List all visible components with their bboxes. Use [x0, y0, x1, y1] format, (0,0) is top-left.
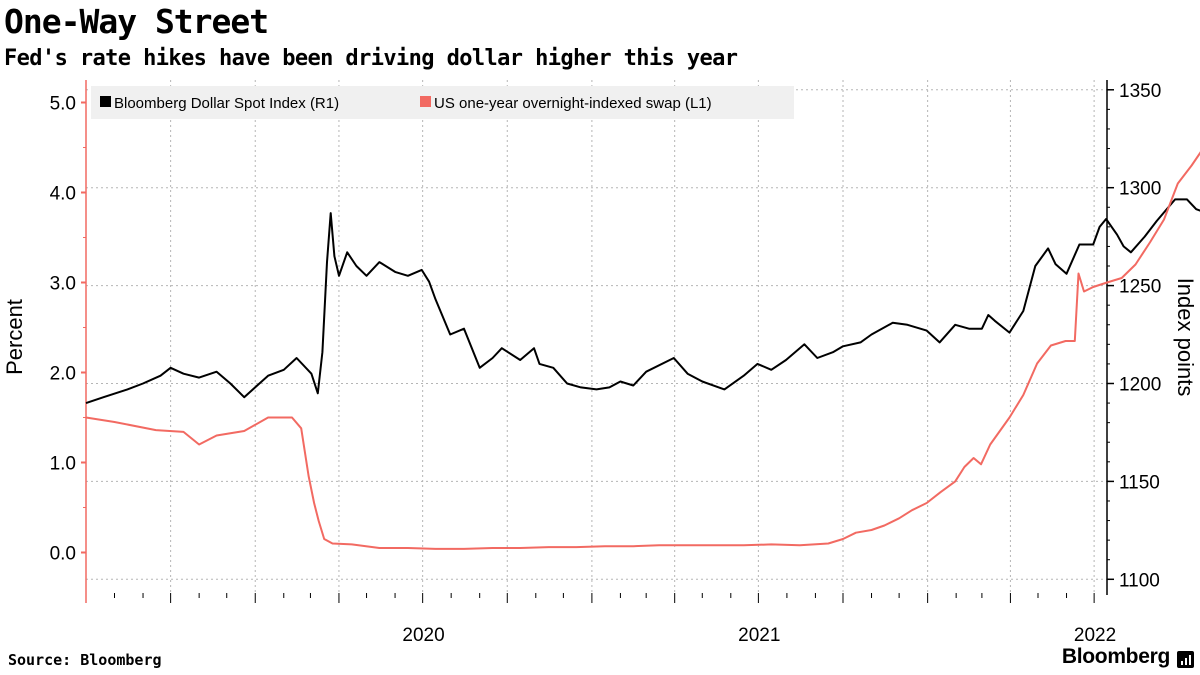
legend-box	[91, 86, 794, 119]
x-axis-tick-label: 2020	[402, 625, 444, 646]
x-axis-tick-label: 2021	[738, 625, 780, 646]
left-axis-tick-label: 0.0	[50, 544, 76, 565]
dollar-index-series-line	[85, 198, 1200, 405]
right-axis-tick-label: 1150	[1119, 472, 1160, 493]
legend-swatch	[100, 96, 111, 107]
left-axis-tick-label: 5.0	[50, 94, 76, 115]
brand-logo-text: Bloomberg	[1061, 645, 1170, 668]
left-axis-tick-label: 1.0	[50, 454, 76, 475]
left-axis-tick-label: 2.0	[50, 364, 76, 385]
bloomberg-terminal-icon	[1177, 651, 1194, 668]
left-axis-tick-label: 3.0	[50, 274, 76, 295]
legend-swatch	[420, 96, 431, 107]
right-axis-tick-label: 1350	[1119, 81, 1161, 102]
chart-title: One-Way Street	[4, 2, 269, 41]
right-axis-tick-label: 1300	[1119, 179, 1161, 200]
source-note: Source: Bloomberg	[8, 651, 162, 669]
right-axis-tick-label: 1200	[1119, 374, 1161, 395]
chart-subtitle: Fed's rate hikes have been driving dolla…	[4, 46, 738, 71]
swap-series-line	[85, 150, 1200, 550]
legend-label: US one-year overnight-indexed swap (L1)	[434, 95, 712, 112]
left-axis-tick-label: 4.0	[50, 184, 76, 205]
x-axis-tick-label: 2022	[1074, 625, 1116, 646]
right-axis-title: Index points	[1173, 278, 1198, 397]
legend-label: Bloomberg Dollar Spot Index (R1)	[114, 95, 339, 112]
right-axis-tick-label: 1250	[1119, 277, 1161, 298]
left-axis-title: Percent	[2, 299, 27, 375]
right-axis-tick-label: 1100	[1119, 570, 1160, 591]
